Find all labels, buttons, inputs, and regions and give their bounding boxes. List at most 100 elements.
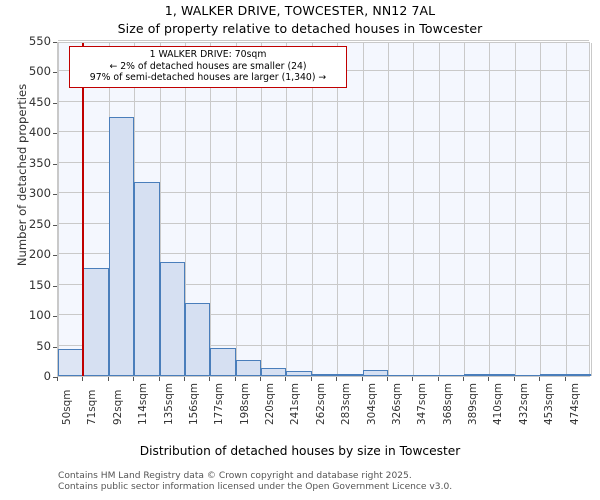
annotation-line-3: 97% of semi-detached houses are larger (… <box>89 72 327 84</box>
table-row <box>438 375 465 376</box>
y-axis-tick-mark <box>53 163 57 165</box>
y-axis-tick-mark <box>53 224 57 226</box>
x-axis-tick-label: 114sqm <box>137 383 150 425</box>
gridline-horizontal <box>58 40 589 41</box>
x-axis-tick-mark <box>513 377 515 381</box>
y-axis-tick-mark <box>53 42 57 43</box>
gridline-horizontal <box>58 344 589 346</box>
footer-line-2: Contains public sector information licen… <box>58 482 453 492</box>
table-row <box>514 375 541 376</box>
gridline-vertical <box>387 43 389 376</box>
gridline-vertical <box>184 43 186 376</box>
x-axis-tick-mark <box>463 377 465 381</box>
x-axis-tick-label: 304sqm <box>365 383 378 425</box>
x-axis-tick-label: 198sqm <box>238 383 251 425</box>
x-axis-tick-label: 283sqm <box>340 383 353 425</box>
x-axis-tick-label: 474sqm <box>568 383 581 425</box>
gridline-vertical <box>210 43 212 376</box>
gridline-vertical <box>464 43 466 376</box>
gridline-horizontal <box>58 161 589 163</box>
y-axis-tick-mark <box>53 133 57 135</box>
x-axis-tick-mark <box>57 377 58 381</box>
gridline-vertical <box>261 43 263 376</box>
table-row <box>184 302 211 376</box>
y-axis-tick-label: 100 <box>28 308 51 323</box>
y-axis-tick-label: 450 <box>28 94 51 109</box>
table-row <box>83 267 109 376</box>
y-axis-tick-mark <box>53 255 57 257</box>
gridline-vertical <box>489 43 491 376</box>
y-axis-tick-label: 350 <box>28 155 51 170</box>
table-row <box>134 182 160 376</box>
gridline-vertical <box>286 43 288 376</box>
table-row <box>362 369 388 376</box>
x-axis-tick-label: 410sqm <box>492 383 505 425</box>
y-axis-tick-label: 250 <box>28 216 51 231</box>
x-axis-tick-mark <box>209 377 211 381</box>
x-axis-tick-mark <box>437 377 439 381</box>
x-axis-tick-mark <box>539 377 541 381</box>
gridline-horizontal <box>58 100 589 102</box>
y-axis-tick-mark <box>53 72 57 74</box>
x-axis-tick-mark <box>412 377 414 381</box>
gridline-horizontal <box>58 131 589 133</box>
gridline-horizontal <box>58 253 589 255</box>
table-row <box>387 375 414 376</box>
footer-attribution: Contains HM Land Registry data © Crown c… <box>58 471 598 493</box>
y-axis-tick-label: 0 <box>43 369 51 383</box>
table-row <box>210 347 236 376</box>
x-axis-tick-label: 453sqm <box>543 383 556 425</box>
y-axis-tick-label: 550 <box>28 34 51 48</box>
annotation-line-1: 1 WALKER DRIVE: 70sqm <box>149 49 267 60</box>
table-row <box>540 374 566 376</box>
x-axis-tick-label: 368sqm <box>441 383 454 425</box>
y-axis-tick-mark <box>53 316 57 318</box>
x-axis-tick-label: 432sqm <box>517 383 530 425</box>
x-axis-tick-label: 50sqm <box>61 389 73 425</box>
x-axis-tick-mark <box>107 377 109 381</box>
gridline-vertical <box>438 43 440 376</box>
table-row <box>235 359 262 376</box>
x-axis-tick-mark <box>133 377 135 381</box>
gridline-vertical <box>235 43 237 376</box>
gridline-vertical <box>591 43 592 376</box>
gridline-vertical <box>311 43 313 376</box>
table-row <box>464 374 490 376</box>
y-axis-tick-label: 200 <box>28 247 51 262</box>
table-row <box>159 262 185 376</box>
gridline-vertical <box>540 43 542 376</box>
y-axis-tick-label: 500 <box>28 64 51 79</box>
plot-area <box>57 40 592 377</box>
table-row <box>337 374 363 376</box>
x-axis-tick-label: 177sqm <box>213 383 226 425</box>
x-axis-tick-mark <box>386 377 388 381</box>
annotation-box: 1 WALKER DRIVE: 70sqm ← 2% of detached h… <box>69 46 347 88</box>
x-axis-tick-label: 262sqm <box>314 383 327 425</box>
chart-title: 1, WALKER DRIVE, TOWCESTER, NN12 7AL <box>164 3 436 18</box>
table-row <box>565 374 591 376</box>
gridline-vertical <box>565 43 567 376</box>
x-axis-tick-label: 71sqm <box>86 389 99 425</box>
gridline-vertical <box>514 43 516 376</box>
gridline-vertical <box>362 43 364 376</box>
table-row <box>108 117 135 376</box>
y-axis-tick-label: 400 <box>28 125 51 140</box>
gridline-horizontal <box>58 283 589 285</box>
x-axis-tick-label: 92sqm <box>111 389 124 425</box>
gridline-vertical <box>58 43 59 376</box>
y-axis-tick-mark <box>53 346 57 348</box>
x-axis-tick-label: 347sqm <box>416 383 429 425</box>
x-axis-tick-mark <box>183 377 185 381</box>
x-axis-tick-label: 135sqm <box>162 383 175 425</box>
table-row <box>413 375 439 376</box>
x-axis-tick-mark <box>260 377 262 381</box>
x-axis-tick-mark <box>564 377 566 381</box>
table-row <box>311 373 338 376</box>
histogram-bars <box>58 43 591 376</box>
table-row <box>58 348 84 376</box>
x-axis-tick-mark <box>285 377 287 381</box>
x-axis-tick-mark <box>234 377 236 381</box>
y-axis-tick-label: 150 <box>28 277 51 292</box>
gridline-vertical <box>159 43 161 376</box>
x-axis-tick-mark <box>82 377 84 381</box>
